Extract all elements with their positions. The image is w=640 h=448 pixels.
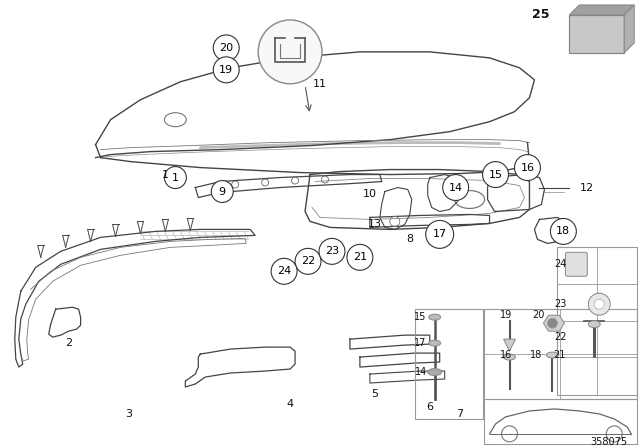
Text: 18: 18	[530, 350, 543, 360]
Circle shape	[426, 220, 454, 248]
Polygon shape	[504, 339, 515, 351]
Polygon shape	[543, 315, 564, 331]
Text: 3: 3	[125, 409, 132, 419]
Text: 20: 20	[532, 310, 545, 320]
Text: 8: 8	[406, 234, 413, 244]
Text: 23: 23	[554, 299, 566, 309]
Text: 11: 11	[313, 79, 327, 89]
Text: 17: 17	[414, 338, 427, 348]
Ellipse shape	[588, 321, 600, 327]
Circle shape	[595, 299, 604, 309]
Text: 15: 15	[414, 312, 427, 322]
Circle shape	[271, 258, 297, 284]
Text: 14: 14	[415, 367, 427, 377]
Ellipse shape	[429, 314, 441, 320]
Text: 14: 14	[449, 182, 463, 193]
Text: 19: 19	[219, 65, 234, 75]
Circle shape	[295, 248, 321, 274]
Bar	[570, 15, 624, 53]
Bar	[415, 309, 483, 419]
Circle shape	[550, 219, 577, 244]
Circle shape	[213, 57, 239, 83]
FancyBboxPatch shape	[565, 252, 588, 276]
Text: 1: 1	[172, 172, 179, 182]
Circle shape	[211, 181, 233, 202]
Text: 25: 25	[532, 9, 549, 22]
Text: 22: 22	[554, 332, 566, 342]
Text: 358075: 358075	[591, 437, 628, 447]
Ellipse shape	[547, 352, 558, 358]
Circle shape	[319, 238, 345, 264]
Text: 23: 23	[325, 246, 339, 256]
Circle shape	[483, 162, 509, 188]
Ellipse shape	[504, 354, 515, 360]
Circle shape	[588, 293, 611, 315]
Ellipse shape	[428, 369, 442, 375]
Text: 10: 10	[363, 190, 377, 199]
Text: 15: 15	[488, 169, 502, 180]
Text: 24: 24	[277, 266, 291, 276]
Text: 16: 16	[520, 163, 534, 172]
Text: 13: 13	[368, 220, 382, 229]
Bar	[557, 247, 637, 395]
Polygon shape	[624, 5, 634, 53]
Text: 4: 4	[287, 399, 294, 409]
Bar	[484, 309, 637, 399]
Circle shape	[515, 155, 540, 181]
Text: 2: 2	[65, 338, 72, 348]
Circle shape	[258, 20, 322, 84]
Text: 6: 6	[426, 402, 433, 412]
Circle shape	[213, 35, 239, 61]
Circle shape	[443, 175, 468, 201]
Text: 21: 21	[353, 252, 367, 263]
Text: 7: 7	[456, 409, 463, 419]
Text: 18: 18	[556, 226, 570, 237]
Text: 24: 24	[554, 259, 566, 269]
Text: 16: 16	[500, 350, 512, 360]
Bar	[484, 399, 637, 444]
Text: 20: 20	[219, 43, 234, 53]
Text: 12: 12	[579, 182, 593, 193]
Text: 5: 5	[371, 389, 378, 399]
Text: 1: 1	[162, 169, 169, 180]
Text: 22: 22	[301, 256, 315, 266]
Ellipse shape	[429, 340, 441, 346]
Text: 17: 17	[433, 229, 447, 239]
Polygon shape	[570, 5, 634, 15]
Text: 9: 9	[219, 186, 226, 197]
Circle shape	[547, 318, 557, 328]
Circle shape	[347, 244, 373, 270]
Text: 19: 19	[500, 310, 512, 320]
Circle shape	[164, 167, 186, 189]
Text: 21: 21	[554, 350, 566, 360]
